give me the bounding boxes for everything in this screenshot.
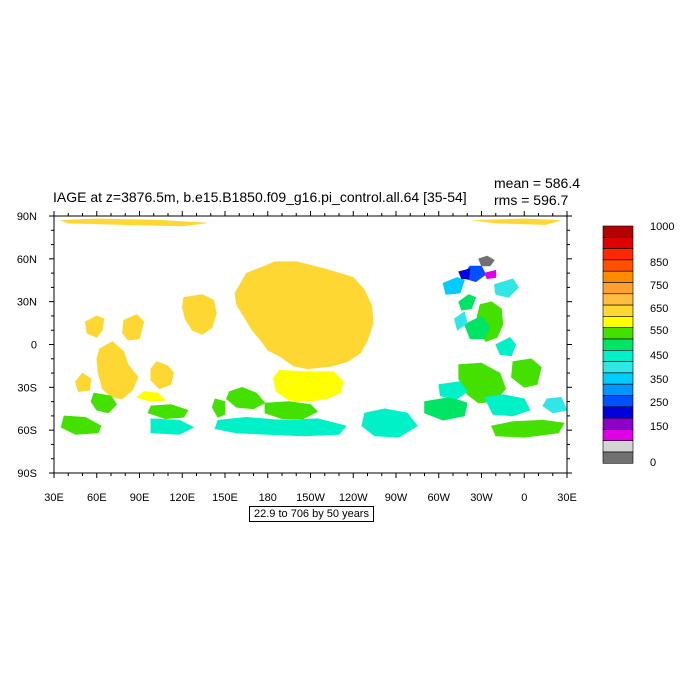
region-agulhas (542, 396, 568, 414)
x-tick-label: 30E (557, 492, 577, 504)
colorbar-swatch (602, 259, 634, 272)
x-tick-label: 90W (385, 492, 408, 504)
colorbar-swatch (602, 270, 634, 283)
region-newfoundland (442, 277, 465, 295)
colorbar-label: 550 (650, 325, 668, 337)
region-crozet-basin (90, 392, 117, 414)
region-greenland-sea (478, 255, 495, 267)
region-sargasso (454, 311, 468, 331)
y-tick-label: 30N (17, 297, 37, 309)
region-argentine (424, 396, 468, 421)
x-tick-label: 180 (259, 492, 277, 504)
region-iceland-basin (493, 278, 519, 298)
x-tick-label: 150W (296, 492, 325, 504)
x-tick-label: 120E (169, 492, 195, 504)
axes: 30E 60E 90E 120E 150E 180 150W 120W 90W 60W 30W 0 30… (17, 211, 577, 504)
colorbar-label: 350 (650, 374, 668, 386)
region-brazil (438, 381, 468, 400)
x-tick-label: 30E (44, 492, 64, 504)
stats-box: mean = 586.4 rms = 596.7 (494, 175, 580, 209)
colorbar-swatch (602, 440, 634, 453)
colorbar-swatch (602, 429, 634, 441)
mean-label: mean = 586.4 (494, 175, 581, 191)
region-arctic-america (474, 218, 561, 225)
region-irminger (484, 269, 497, 280)
colorbar-swatch (602, 248, 634, 261)
y-tick-label: 90S (17, 468, 37, 480)
colorbar-swatch (602, 327, 634, 340)
y-tick-label: 90N (17, 211, 37, 223)
region-labrador (458, 294, 477, 311)
contour-range-label: 22.9 to 706 by 50 years (249, 506, 374, 522)
x-tick-label: 30W (470, 492, 493, 504)
region-south-australian-basin (147, 404, 189, 420)
y-tick-label: 60N (17, 254, 37, 266)
region-cape-basin (484, 394, 531, 417)
region-mozambique-basin (75, 372, 92, 392)
region-kerguelen (211, 398, 226, 418)
region-wharton-basin (136, 391, 166, 402)
region-bay-of-bengal (122, 314, 145, 341)
colorbar-swatch (602, 372, 634, 385)
colorbar-label: 850 (650, 257, 668, 269)
colorbar-swatch (602, 316, 634, 328)
colorbar-label: 750 (650, 280, 668, 292)
region-angola-basin (511, 358, 542, 388)
colorbar-label: 150 (650, 421, 668, 433)
map-data-layer (60, 218, 568, 438)
region-antarctic-pacific (214, 416, 347, 437)
colorbar-swatch (602, 383, 634, 396)
x-tick-label: 60W (427, 492, 450, 504)
region-southwest-pacific (226, 386, 266, 410)
colorbar: 1000 850 750 650 550 450 350 250 150 0 (602, 221, 674, 469)
region-canary-basin (495, 337, 517, 357)
region-southern-ocean (150, 418, 194, 435)
y-tick-label: 0 (31, 340, 37, 352)
colorbar-swatch (602, 451, 634, 464)
region-labrador-deep (458, 268, 471, 280)
colorbar-swatch (602, 304, 634, 317)
region-antarctic-indian (60, 415, 102, 435)
y-tick-label: 60S (17, 425, 37, 437)
x-tick-label: 0 (521, 492, 527, 504)
colorbar-swatch (602, 225, 634, 238)
x-tick-label: 150E (212, 492, 238, 504)
y-tick-label: 30S (17, 382, 37, 394)
colorbar-label: 450 (650, 350, 668, 362)
colorbar-swatch (602, 361, 634, 374)
colorbar-swatch (602, 417, 634, 430)
colorbar-swatch (602, 237, 634, 249)
region-central-indian-ocean (96, 341, 139, 400)
region-south-pacific (273, 369, 344, 402)
colorbar-label: 650 (650, 303, 668, 315)
colorbar-swatch (602, 282, 634, 295)
colorbar-label: 0 (650, 457, 656, 469)
region-arabian-sea (85, 315, 105, 338)
colorbar-label: 250 (650, 397, 668, 409)
colorbar-swatch (602, 349, 634, 362)
colorbar-swatch (602, 406, 634, 419)
region-weddell (491, 419, 565, 438)
colorbar-swatch (602, 395, 634, 408)
x-tick-label: 120W (339, 492, 368, 504)
rms-label: rms = 596.7 (494, 192, 569, 208)
region-arctic-eurasia (60, 218, 207, 227)
region-northwest-australia (150, 361, 174, 390)
region-west-atlantic (464, 315, 491, 340)
x-tick-label: 90E (130, 492, 150, 504)
colorbar-swatch (602, 338, 634, 351)
x-tick-label: 60E (87, 492, 107, 504)
region-philippine-sea (182, 294, 217, 335)
region-bellingshausen (361, 408, 418, 438)
colorbar-label: 1000 (650, 221, 674, 233)
region-north-pacific (234, 261, 374, 370)
region-pacific-antarctic-ridge (264, 401, 318, 420)
chart-title: IAGE at z=3876.5m, b.e15.B1850.f09_g16.p… (53, 189, 467, 205)
colorbar-swatch (602, 293, 634, 306)
